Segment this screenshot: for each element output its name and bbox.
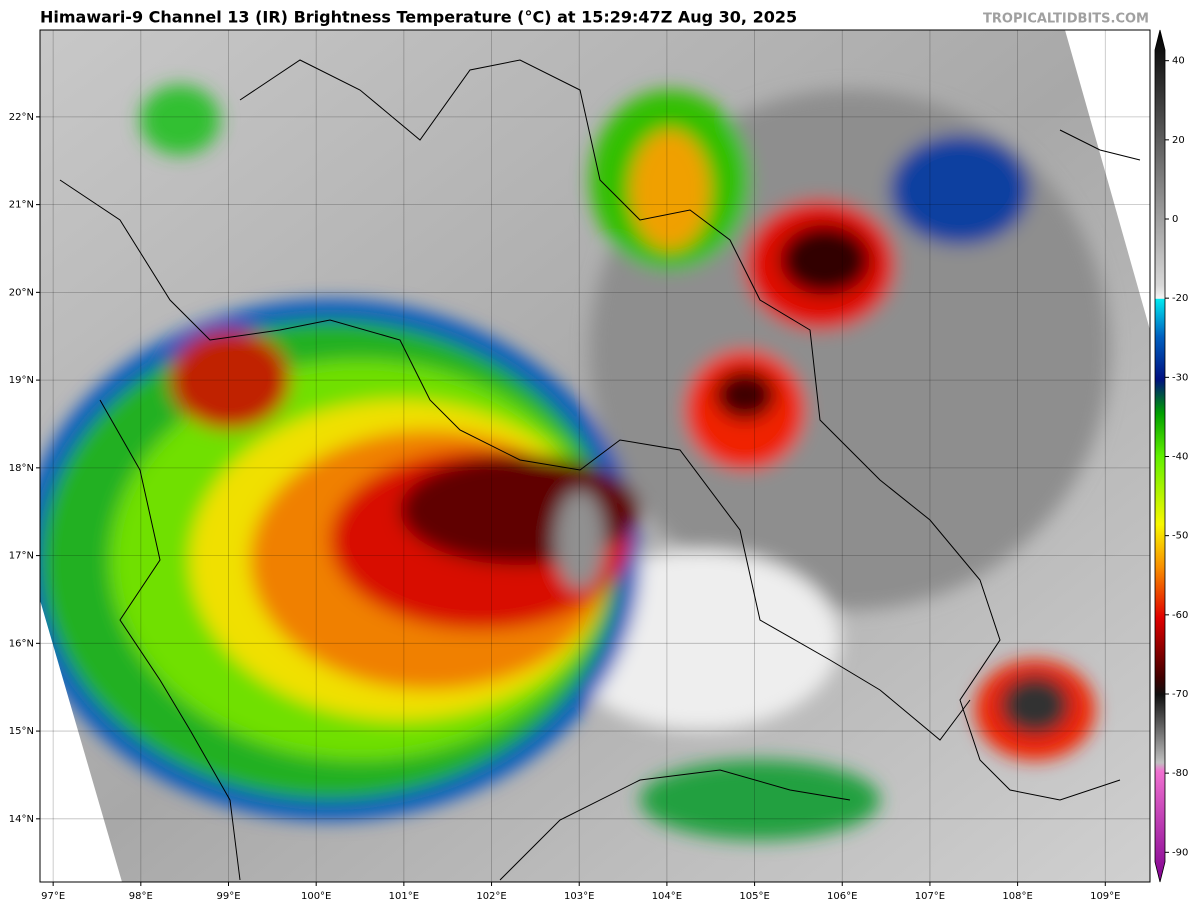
lat-label: 18°N	[9, 463, 34, 474]
map-frame	[39, 29, 1151, 883]
lon-label: 104°E	[652, 891, 682, 902]
lon-label: 100°E	[301, 891, 331, 902]
lat-label: 15°N	[9, 726, 34, 737]
colorbar	[1154, 29, 1166, 883]
map-title: Himawari-9 Channel 13 (IR) Brightness Te…	[40, 8, 797, 27]
colorbar-label: -30	[1172, 372, 1188, 383]
lon-label: 97°E	[41, 891, 65, 902]
colorbar-label: -60	[1172, 610, 1188, 621]
colorbar-label: 20	[1172, 135, 1185, 146]
lon-label: 103°E	[564, 891, 594, 902]
satellite-imagery	[40, 30, 1150, 882]
lon-label: 98°E	[129, 891, 153, 902]
lon-label: 107°E	[915, 891, 945, 902]
colorbar-label: 0	[1172, 214, 1178, 225]
colorbar-label: -50	[1172, 531, 1188, 542]
lat-label: 21°N	[9, 200, 34, 211]
lon-label: 105°E	[739, 891, 769, 902]
colorbar-label: -40	[1172, 451, 1188, 462]
lon-label: 108°E	[1002, 891, 1032, 902]
lon-label: 109°E	[1090, 891, 1120, 902]
credit: TROPICALTIDBITS.COM	[983, 12, 1149, 27]
colorbar-label: -80	[1172, 768, 1188, 779]
lon-label: 106°E	[827, 891, 857, 902]
lat-label: 17°N	[9, 551, 34, 562]
lon-label: 99°E	[216, 891, 240, 902]
lon-label: 101°E	[389, 891, 419, 902]
lat-label: 22°N	[9, 112, 34, 123]
lon-label: 102°E	[476, 891, 506, 902]
colorbar-label: 40	[1172, 56, 1185, 67]
colorbar-label: -70	[1172, 689, 1188, 700]
colorbar-label: -20	[1172, 293, 1188, 304]
colorbar-label: -90	[1172, 847, 1188, 858]
lat-label: 14°N	[9, 814, 34, 825]
lat-label: 16°N	[9, 638, 34, 649]
lat-label: 19°N	[9, 375, 34, 386]
lat-label: 20°N	[9, 287, 34, 298]
